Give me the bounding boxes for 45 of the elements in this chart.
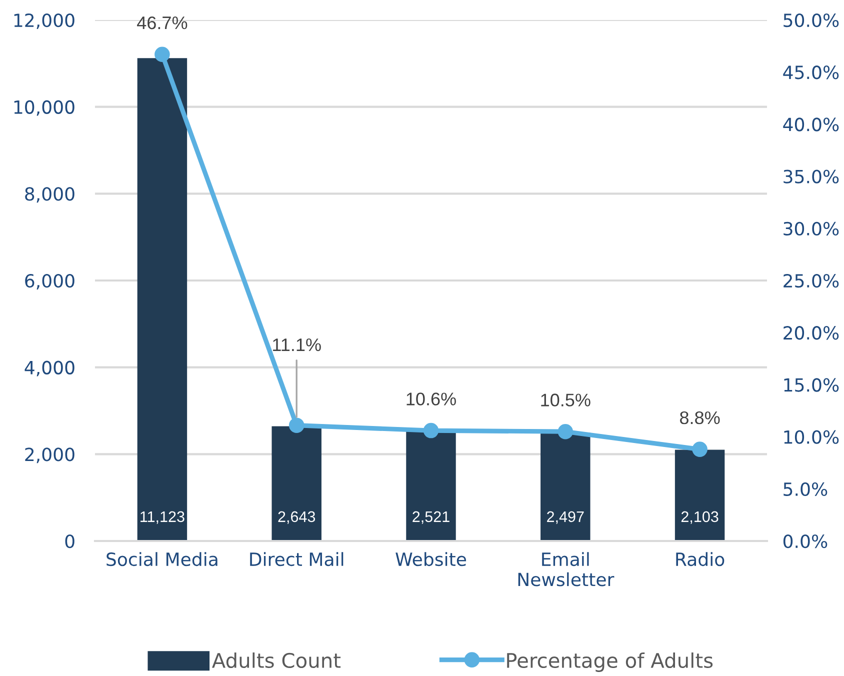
y2-tick-label: 5.0% [784, 482, 828, 496]
data-label: 10.6% [406, 392, 456, 406]
y-tick-label: 8,000 [25, 187, 74, 203]
data-label: 46.7% [137, 16, 188, 30]
bar [272, 426, 322, 541]
data-label: 11.1% [273, 338, 321, 352]
data-label: 2,497 [547, 511, 584, 524]
data-label: 2,643 [278, 511, 316, 524]
point [692, 442, 708, 457]
y2-tick-label: 50.0% [784, 13, 839, 28]
legend-label: Adults Count [212, 652, 341, 668]
y2-tick-label: 25.0% [784, 274, 839, 288]
x-tick-label: Email Newsletter [518, 552, 614, 586]
x-tick-label: Radio [676, 552, 724, 566]
data-label: 8.8% [680, 411, 720, 424]
point [558, 424, 574, 440]
bar [137, 58, 188, 541]
y2-tick-label: 35.0% [784, 170, 839, 184]
point [154, 46, 170, 62]
y2-tick-label: 45.0% [783, 66, 839, 80]
y-tick-label: 0 [65, 534, 74, 548]
y-tick-label: 6,000 [25, 274, 74, 290]
legend-label: Percentage of Adults [507, 652, 713, 672]
y2-tick-label: 30.0% [784, 222, 839, 236]
point [423, 422, 439, 438]
data-label: 10.5% [541, 394, 590, 406]
data-label: 2,521 [412, 511, 450, 524]
y-tick-label: 12,000 [14, 13, 74, 29]
data-label: 2,103 [681, 511, 718, 524]
point [288, 418, 304, 433]
x-tick-label: Website [396, 552, 466, 566]
y-tick-label: 4,000 [24, 360, 74, 376]
x-tick-label: Direct Mail [250, 552, 344, 566]
y-tick-label: 2,000 [25, 448, 74, 464]
bar [540, 432, 590, 541]
bar [406, 432, 456, 541]
data-label: 11,123 [140, 511, 184, 524]
y2-tick-label: 10.0% [784, 430, 839, 444]
y2-tick-label: 40.0% [783, 118, 839, 132]
y2-tick-label: 20.0% [784, 326, 839, 340]
bar [674, 450, 725, 541]
y2-tick-label: 15.0% [784, 378, 839, 392]
y2-tick-label: 0.0% [783, 534, 828, 548]
y-tick-label: 10,000 [14, 100, 74, 116]
x-tick-label: Social Media [106, 552, 218, 566]
